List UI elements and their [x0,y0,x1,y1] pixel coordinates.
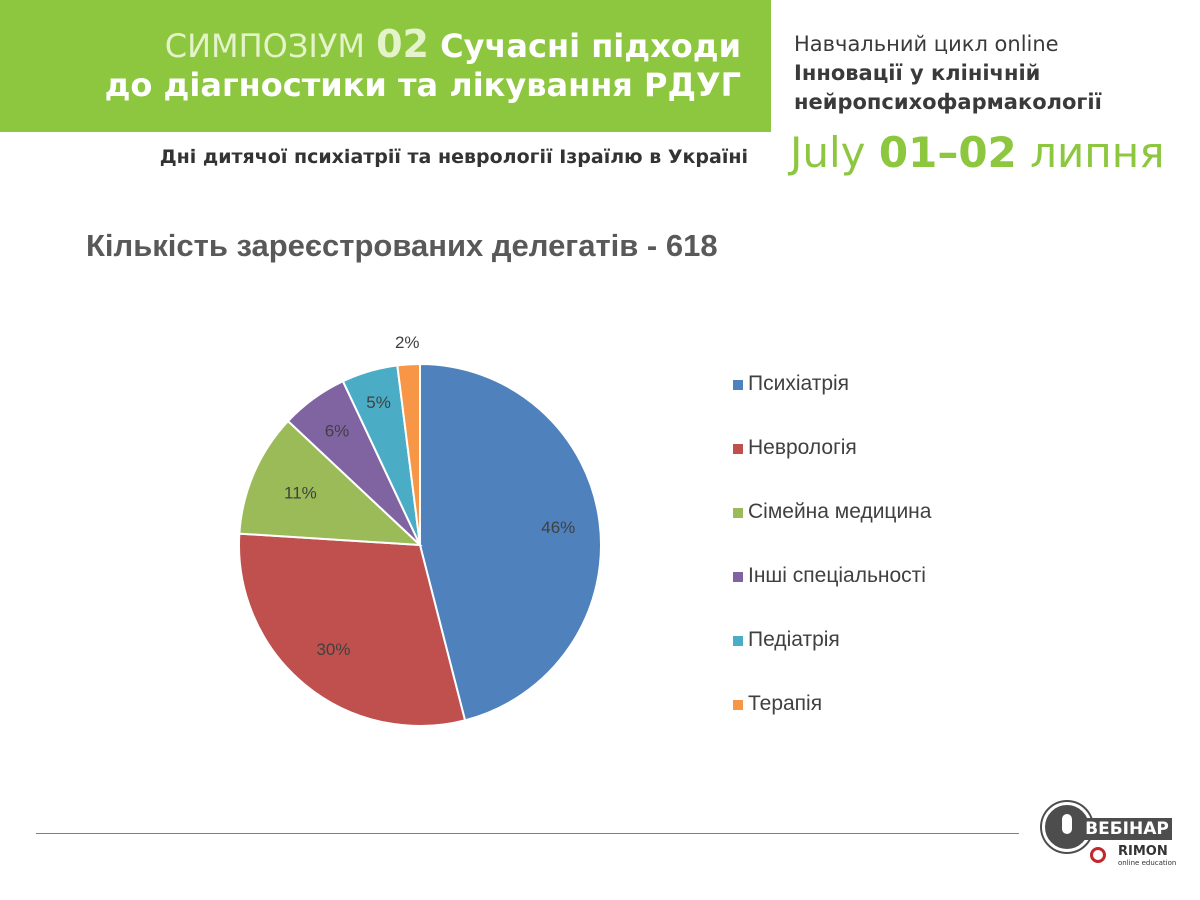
symposium-word: СИМПОЗІУМ [164,27,365,65]
legend-item-other-specialties: Інші спеціальності [733,563,931,627]
pie-slice-neurology [238,532,467,727]
webinar-logo: ВЕБІНАР RIMON online education [1032,800,1182,870]
pie-chart: 46% 30% 11% 6% 5% 2% [238,333,602,727]
data-label-other-specialties: 6% [325,421,350,440]
data-label-psychiatry: 46% [541,518,575,537]
rimon-brand: RIMON [1118,844,1168,859]
legend-swatch [733,444,743,454]
date-days: 01–02 [878,128,1017,177]
pie-slice-psychiatry [419,362,602,722]
data-label-family-medicine: 11% [284,484,317,503]
legend-item-psychiatry: Психіатрія [733,371,931,435]
event-dates: July 01–02 липня [790,128,1164,177]
cycle-line3: нейропсихофармакології [794,90,1102,114]
chart-title: Кількість зареєстрованих делегатів - 618 [86,228,718,263]
rimon-ring-icon [1090,847,1106,863]
date-month-en: July [790,128,866,177]
legend-item-therapy: Терапія [733,691,931,755]
legend-item-family-medicine: Сімейна медицина [733,499,931,563]
date-month-ua: липня [1030,128,1165,177]
data-label-neurology: 30% [316,640,350,659]
legend-label: Педіатрія [748,628,840,651]
training-cycle-info: Навчальний цикл online Інновації у кліні… [794,30,1184,117]
legend-swatch [733,700,743,710]
symposium-number: 02 [376,22,429,66]
data-label-therapy: 2% [395,333,420,352]
legend-label: Інші спеціальності [748,564,926,587]
pie-slice-therapy [396,362,421,546]
rimon-tagline: online education [1118,859,1177,867]
legend-label: Психіатрія [748,372,850,395]
banner-title-line1: СИМПОЗІУМ 02 Сучасні підходи [165,22,741,66]
chart-legend: Психіатрія Неврологія Сімейна медицина Інші… [733,371,931,755]
header-banner: СИМПОЗІУМ 02 Сучасні підходи до діагност… [0,0,771,132]
legend-swatch [733,636,743,646]
footer-divider [36,833,1019,834]
legend-swatch [733,572,743,582]
title-part1: Сучасні підходи [440,27,741,65]
legend-item-neurology: Неврологія [733,435,931,499]
legend-item-pediatrics: Педіатрія [733,627,931,691]
pie-slice-family-medicine [238,419,423,547]
cycle-line2: Інновації у клінічній [794,61,1041,85]
legend-swatch [733,508,743,518]
legend-label: Терапія [748,692,823,715]
legend-label: Неврологія [748,436,857,459]
legend-swatch [733,380,743,390]
banner-title-line2: до діагностики та лікування РДУГ [105,66,741,104]
event-subtitle: Дні дитячої психіатрії та неврології Ізр… [159,146,748,168]
cycle-line1: Навчальний цикл online [794,32,1059,56]
legend-label: Сімейна медицина [748,500,932,523]
webinar-label: ВЕБІНАР [1082,818,1172,840]
data-label-pediatrics: 5% [366,393,391,412]
title-part2: до діагностики та лікування РДУГ [104,66,741,104]
